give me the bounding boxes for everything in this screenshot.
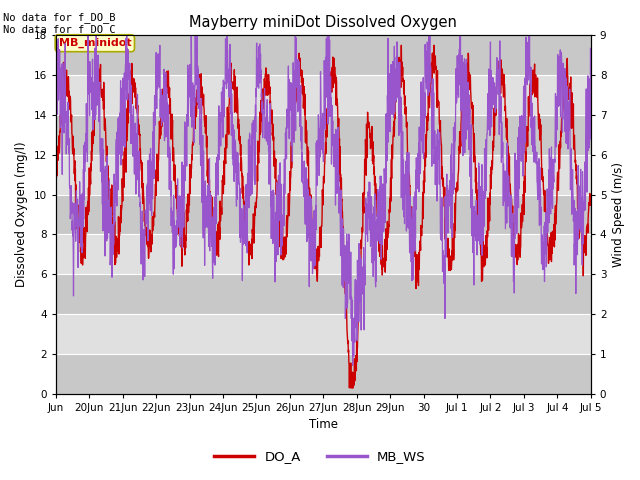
Text: MB_minidot: MB_minidot — [58, 38, 131, 48]
Text: No data for f_DO_B
No data for f_DO_C: No data for f_DO_B No data for f_DO_C — [3, 12, 116, 36]
Bar — [56, 195, 591, 235]
Bar — [56, 314, 591, 354]
Title: Mayberry miniDot Dissolved Oxygen: Mayberry miniDot Dissolved Oxygen — [189, 15, 457, 30]
Bar — [56, 75, 591, 115]
Y-axis label: Wind Speed (m/s): Wind Speed (m/s) — [612, 162, 625, 267]
Bar — [56, 354, 591, 394]
Legend: DO_A, MB_WS: DO_A, MB_WS — [209, 445, 431, 468]
Y-axis label: Dissolved Oxygen (mg/l): Dissolved Oxygen (mg/l) — [15, 142, 28, 288]
X-axis label: Time: Time — [309, 419, 338, 432]
Bar — [56, 235, 591, 275]
Bar — [56, 275, 591, 314]
Bar — [56, 36, 591, 75]
Bar — [56, 115, 591, 155]
Bar — [56, 155, 591, 195]
